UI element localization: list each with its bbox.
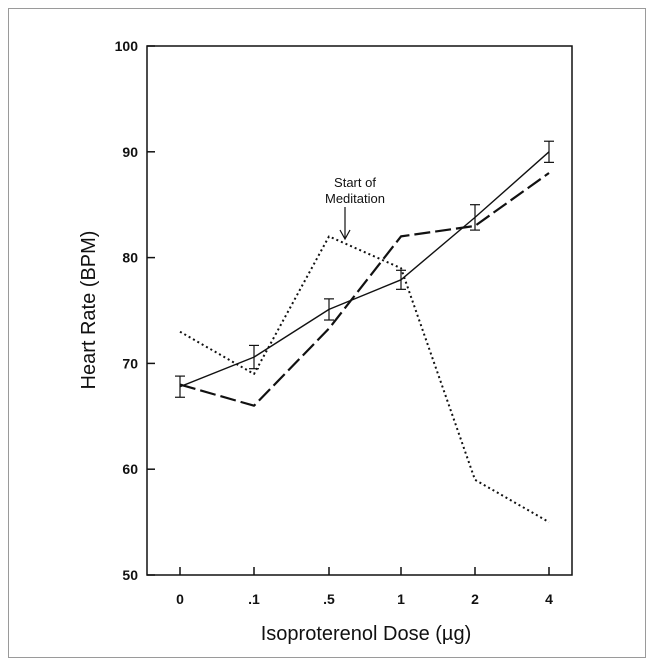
y-tick-label: 70 (122, 355, 138, 371)
error-bar (544, 140, 554, 163)
annotation-line-2: Meditation (325, 191, 385, 206)
chart-frame (8, 8, 646, 658)
x-axis-title: Isoproterenol Dose (µg) (261, 623, 472, 645)
error-bar (396, 269, 406, 290)
series-layer (175, 140, 554, 523)
series-line-dashed (179, 172, 550, 407)
y-tick-label: 100 (115, 38, 139, 54)
error-bar (324, 298, 334, 321)
x-tick-label: 4 (545, 591, 553, 607)
x-tick-label: .1 (248, 591, 260, 607)
x-tick-label: 2 (471, 591, 479, 607)
annotation-line-1: Start of (334, 175, 376, 190)
error-bar (249, 344, 259, 370)
series-line-dotted (179, 235, 550, 523)
x-tick-label: 1 (397, 591, 405, 607)
x-tick-label: .5 (323, 591, 335, 607)
x-tick-label: 0 (176, 591, 184, 607)
y-tick-label: 80 (122, 250, 138, 266)
annotation-arrow-head (339, 229, 351, 241)
y-axis-title: Heart Rate (BPM) (78, 231, 100, 390)
plot-area (146, 45, 573, 576)
series-line-solid (179, 151, 550, 388)
y-axis: 50 60 70 80 90 100 (115, 38, 155, 583)
annotation-layer: Start of Meditation (325, 175, 385, 241)
error-bar (470, 204, 480, 231)
error-bar (175, 375, 185, 398)
x-axis: 0 .1 .5 1 2 4 (176, 567, 553, 607)
y-tick-label: 50 (122, 567, 138, 583)
y-tick-label: 90 (122, 144, 138, 160)
y-tick-label: 60 (122, 461, 138, 477)
